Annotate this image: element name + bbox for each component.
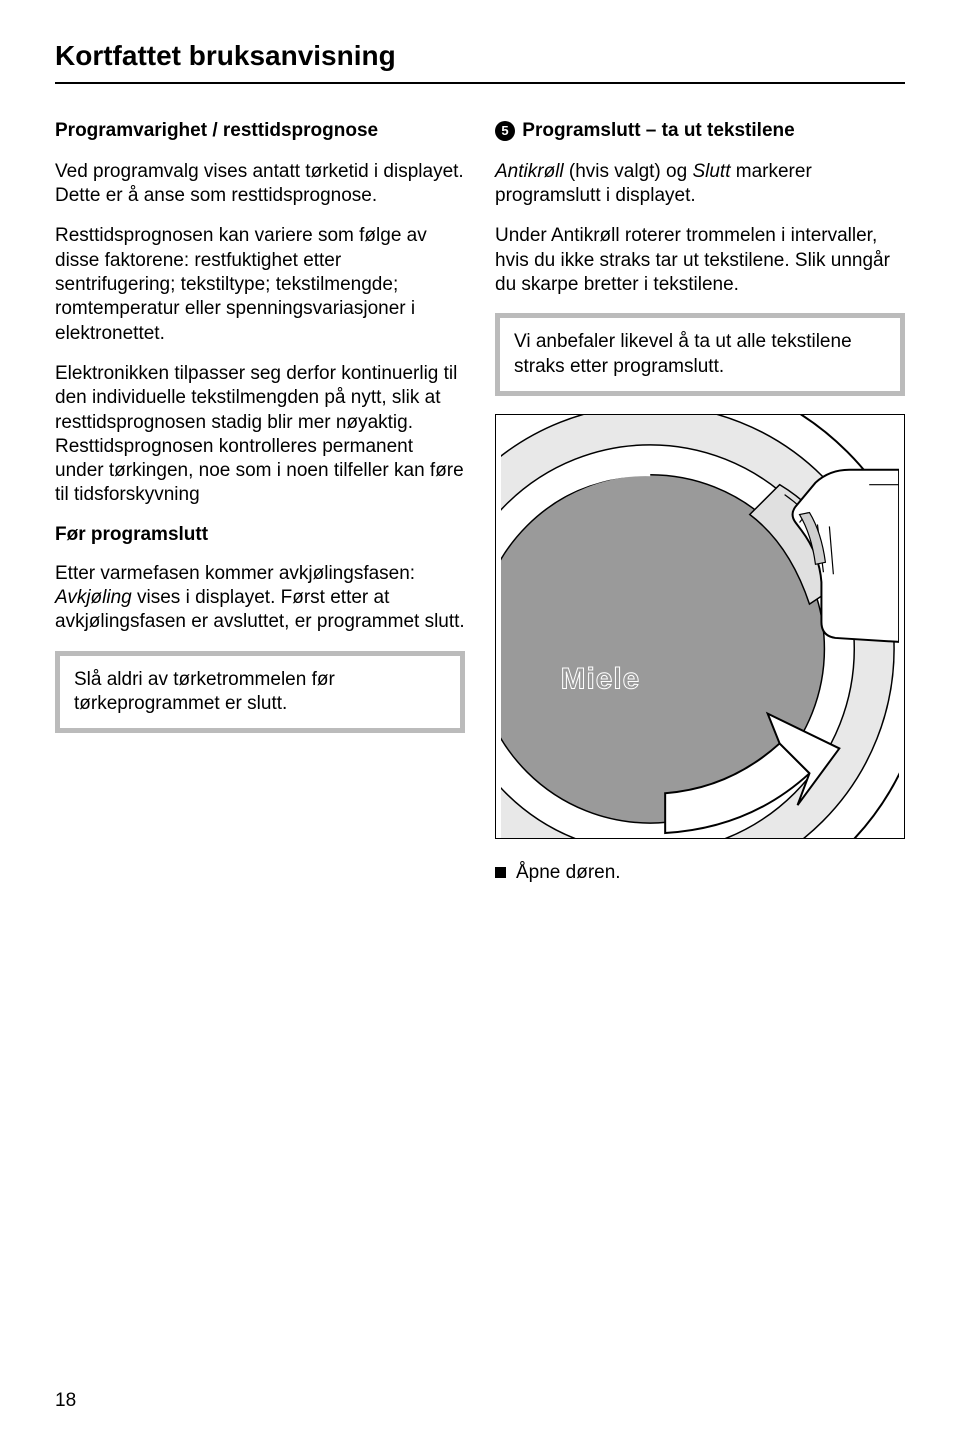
p4-part-a: Etter varmefasen kommer avkjølingsfasen: [55, 563, 415, 584]
callout-box-left: Slå aldri av tørketrommelen før tørkepro… [55, 651, 465, 734]
heading-programslutt: 5 Programslutt – ta ut tekstilene [495, 119, 905, 144]
bullet-open-door: Åpne døren. [495, 861, 905, 885]
r1-italic2: Slutt [692, 161, 730, 182]
door-diagram: Miele [495, 414, 905, 839]
paragraph-3: Elektronikken tilpasser seg derfor konti… [55, 362, 465, 508]
callout-text-left: Slå aldri av tørketrommelen før tørkepro… [74, 668, 446, 717]
step-number-icon: 5 [495, 121, 515, 141]
paragraph-1: Ved programvalg vises antatt tørketid i … [55, 160, 465, 209]
bullet-square-icon [495, 867, 506, 878]
r1-italic1: Antikrøll [495, 161, 564, 182]
page-number: 18 [55, 1390, 76, 1412]
page-title: Kortfattet bruksanvisning [55, 40, 905, 84]
content-columns: Programvarighet / resttidsprognose Ved p… [55, 119, 905, 885]
paragraph-r1: Antikrøll (hvis valgt) og Slutt markerer… [495, 160, 905, 209]
paragraph-4: Etter varmefasen kommer avkjølingsfasen:… [55, 562, 465, 635]
door-diagram-svg: Miele [496, 415, 904, 838]
svg-text:Miele: Miele [561, 663, 641, 696]
left-column: Programvarighet / resttidsprognose Ved p… [55, 119, 465, 885]
heading-program-varighet: Programvarighet / resttidsprognose [55, 119, 465, 144]
right-column: 5 Programslutt – ta ut tekstilene Antikr… [495, 119, 905, 885]
callout-box-right: Vi anbefaler likevel å ta ut alle teksti… [495, 313, 905, 396]
bullet-open-door-text: Åpne døren. [516, 861, 621, 885]
paragraph-r2: Under Antikrøll roterer trommelen i inte… [495, 224, 905, 297]
paragraph-2: Resttidsprognosen kan variere som følge … [55, 224, 465, 346]
heading-programslutt-text: Programslutt – ta ut tekstilene [522, 120, 794, 141]
subheading-for-programslutt: Før programslutt [55, 524, 465, 546]
r1-mid: (hvis valgt) og [564, 161, 693, 182]
callout-text-right: Vi anbefaler likevel å ta ut alle teksti… [514, 330, 886, 379]
p4-italic: Avkjøling [55, 587, 132, 608]
